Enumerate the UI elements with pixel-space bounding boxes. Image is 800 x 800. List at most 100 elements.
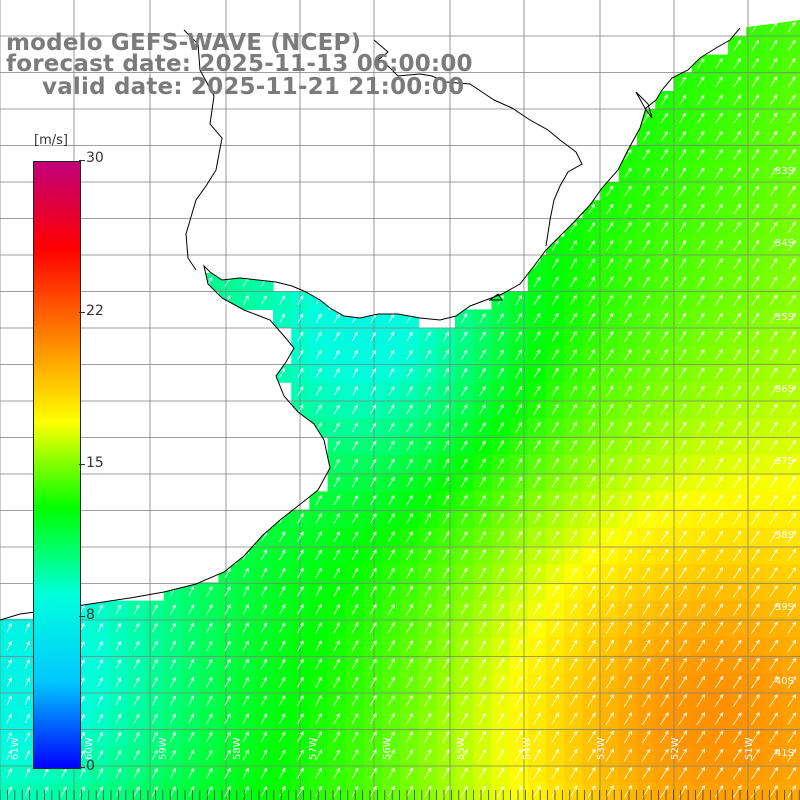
wind-arrow — [442, 349, 449, 360]
wind-arrow — [206, 676, 213, 688]
wind-speed-cell — [527, 400, 547, 420]
wind-arrow — [424, 621, 432, 634]
wind-speed-cell — [509, 582, 529, 602]
wind-speed-cell — [491, 309, 511, 329]
wind-speed-cell — [273, 600, 292, 620]
wind-speed-cell — [455, 400, 474, 420]
wind-speed-cell — [673, 163, 693, 183]
wind-speed-cell — [618, 345, 638, 365]
wind-speed-cell — [582, 327, 602, 347]
wind-arrow — [333, 585, 340, 597]
wind-speed-cell — [764, 109, 784, 128]
wind-speed-cell — [764, 145, 784, 165]
wind-speed-cell — [637, 218, 656, 238]
wind-speed-cell — [309, 673, 329, 693]
wind-arrow — [315, 404, 322, 415]
wind-arrow — [278, 731, 286, 743]
wind-arrow — [569, 603, 578, 616]
wind-arrow — [387, 767, 395, 779]
wind-arrow — [133, 731, 140, 742]
wind-arrow — [751, 730, 760, 744]
wind-arrow — [333, 603, 340, 615]
wind-speed-cell — [709, 618, 729, 638]
wind-speed-cell — [273, 527, 292, 547]
wind-speed-cell — [236, 728, 256, 747]
wind-speed-cell — [236, 746, 256, 765]
wind-arrow — [170, 640, 176, 651]
wind-speed-cell — [746, 491, 765, 511]
wind-speed-cell — [254, 691, 274, 711]
latitude-label: 40S — [775, 676, 794, 687]
wind-speed-cell — [364, 746, 383, 765]
wind-arrow — [533, 294, 541, 306]
wind-speed-cell — [473, 382, 492, 401]
wind-arrow — [733, 566, 742, 580]
wind-arrow — [297, 785, 304, 797]
wind-speed-cell — [109, 600, 128, 620]
wind-arrow — [733, 203, 741, 215]
wind-speed-cell — [564, 564, 583, 583]
wind-speed-cell — [746, 400, 765, 420]
wind-arrow — [442, 458, 450, 470]
wind-arrow — [697, 349, 705, 361]
wind-speed-cell — [327, 418, 347, 438]
wind-arrow — [751, 203, 760, 215]
wind-arrow — [624, 367, 632, 379]
wind-arrow — [642, 639, 651, 653]
wind-arrow — [478, 785, 487, 798]
wind-arrow — [170, 677, 176, 688]
wind-speed-cell — [18, 673, 37, 693]
wind-speed-cell — [364, 618, 383, 638]
wind-arrow — [115, 640, 122, 651]
wind-arrow — [424, 531, 432, 543]
latitude-label: 36S — [775, 384, 794, 395]
wind-arrow — [678, 349, 687, 361]
wind-arrow — [533, 422, 541, 433]
wind-speed-cell — [327, 655, 347, 674]
wind-arrow — [660, 730, 669, 744]
wind-arrow — [569, 585, 578, 598]
wind-speed-cell — [637, 673, 656, 693]
wind-arrow — [242, 585, 249, 597]
wind-speed-cell — [509, 509, 529, 529]
wind-arrow — [515, 458, 523, 470]
wind-speed-cell — [600, 436, 620, 456]
wind-arrow — [315, 640, 322, 652]
wind-arrow — [769, 367, 778, 379]
wind-arrow — [751, 349, 760, 361]
wind-arrow — [769, 21, 778, 33]
wind-arrow — [551, 730, 560, 744]
wind-speed-cell — [637, 418, 656, 438]
wind-arrow — [97, 640, 103, 651]
wind-arrow — [605, 785, 614, 798]
wind-speed-cell — [382, 418, 401, 438]
wind-speed-cell — [491, 364, 511, 383]
wind-arrow — [715, 94, 723, 106]
wind-arrow — [369, 785, 377, 798]
wind-arrow — [588, 258, 596, 270]
wind-speed-cell — [491, 564, 511, 583]
wind-arrow — [369, 749, 377, 761]
wind-arrow — [623, 566, 632, 580]
wind-arrow — [515, 494, 523, 506]
wind-speed-cell — [709, 746, 729, 765]
wind-speed-cell — [546, 637, 565, 656]
wind-arrow — [642, 221, 650, 233]
wind-arrow — [188, 695, 195, 706]
wind-speed-cell — [455, 364, 474, 383]
wind-arrow — [406, 603, 413, 616]
wind-arrow — [315, 513, 322, 524]
wind-arrow — [787, 276, 796, 288]
wind-speed-cell — [746, 436, 765, 456]
wind-arrow — [297, 713, 304, 725]
wind-arrow — [297, 549, 304, 561]
wind-speed-cell — [655, 600, 674, 620]
wind-arrow — [769, 566, 778, 580]
wind-speed-cell — [746, 418, 765, 438]
wind-speed-cell — [546, 600, 565, 620]
wind-arrow — [151, 677, 158, 688]
wind-arrow — [787, 530, 796, 543]
wind-arrow — [697, 258, 705, 270]
wind-speed-cell — [691, 436, 711, 456]
